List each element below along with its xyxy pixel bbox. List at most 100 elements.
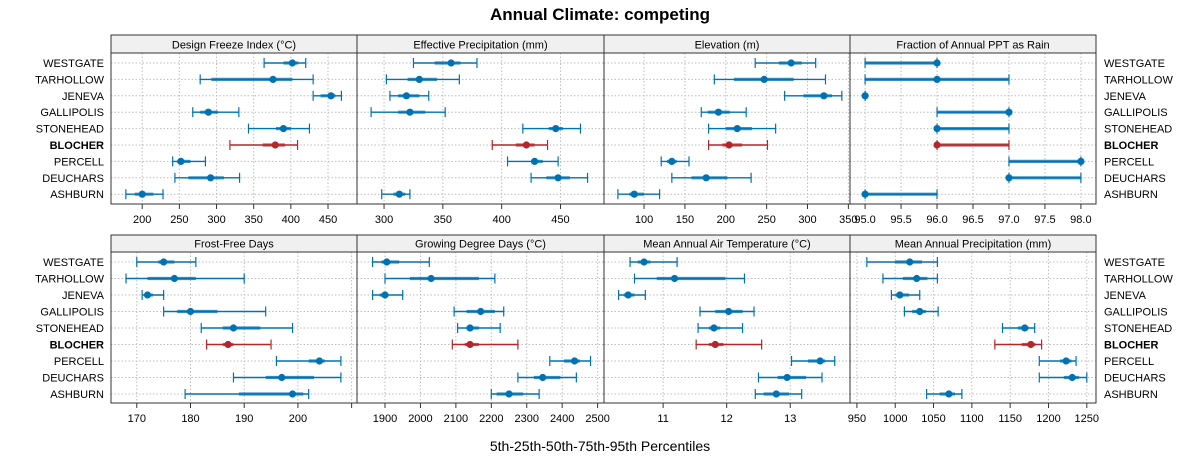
median-point [288,390,297,398]
median-point [466,324,474,332]
median-point [279,125,288,133]
x-tick-label: 1200 [1036,413,1060,425]
median-point [861,92,869,100]
x-tick-label: 2500 [585,413,609,425]
median-point [570,357,579,365]
median-point [415,75,423,83]
median-point [204,108,212,116]
x-tick-label: 2200 [479,413,503,425]
y-label-right: DEUCHARS [1104,173,1166,185]
y-label-left: JENEVA [62,290,105,302]
x-tick-label: 300 [375,214,393,226]
panel-2: Effective Precipitation (mm) 300 350 400 450 [356,34,605,226]
panel-7: Mean Annual Air Temperature (°C) 11 12 13 [603,234,851,425]
x-tick-label: 97.5 [1034,214,1055,226]
median-point [933,141,941,149]
x-tick-label: 200 [133,214,151,226]
y-label-right: BLOCHER [1104,140,1158,152]
x-tick-label: 98.0 [1070,214,1091,226]
y-label-left: TARHOLLOW [35,274,104,286]
y-label-left: STONEHEAD [36,124,104,136]
panel-strip-label: Elevation (m) [695,40,760,52]
median-point [229,324,238,332]
median-point [1068,373,1076,382]
y-label-left: ASHBURN [50,189,104,201]
median-point [783,373,791,382]
median-point [186,307,195,316]
x-tick-label: 2100 [444,413,468,425]
x-tick-label: 150 [676,214,694,226]
y-label-left: GALLIPOLIS [40,107,104,119]
median-point [466,340,474,349]
x-tick-label: 1000 [883,413,907,425]
median-point [1021,324,1029,332]
x-tick-label: 96.0 [926,214,947,226]
y-label-right: TARHOLLOW [1104,274,1173,286]
median-point [395,190,403,198]
median-point [206,174,215,182]
median-point [1005,174,1013,182]
median-point [552,125,560,133]
x-tick-label: 11 [657,413,668,425]
median-point [177,157,185,165]
y-label-right: DEUCHARS [1104,373,1166,385]
median-point [315,357,324,365]
y-label-right: STONEHEAD [1104,323,1172,335]
median-point [913,274,921,283]
median-point [1077,157,1085,165]
x-tick-label: 190 [235,413,253,425]
panel-5: Frost-Free Days 170 180 190 200 [110,234,358,425]
x-tick-label: 96.5 [962,214,983,226]
x-tick-label: 300 [798,214,816,226]
median-point [271,141,279,149]
x-tick-label: 350 [245,214,263,226]
median-point [787,59,795,67]
y-label-left: BLOCHER [50,140,104,152]
median-point [539,373,547,382]
median-point [772,390,780,398]
y-label-left: GALLIPOLIS [40,307,104,319]
x-tick-label: 13 [784,413,796,425]
x-tick-label: 250 [757,214,775,226]
median-point [933,125,941,133]
y-label-left: DEUCHARS [42,173,104,185]
x-tick-label: 95.5 [890,214,911,226]
median-point [383,258,391,266]
y-label-left: PERCELL [54,156,104,168]
median-point [896,291,904,299]
median-point [1062,357,1070,365]
x-tick-label: 100 [635,214,653,226]
median-point [945,390,953,398]
median-point [711,340,719,349]
y-label-right: GALLIPOLIS [1104,107,1168,119]
median-point [278,373,286,382]
median-point [554,174,562,182]
y-label-left: BLOCHER [50,340,104,352]
median-point [406,108,414,116]
x-tick-label: 200 [289,413,307,425]
x-tick-label: 2400 [550,413,574,425]
y-label-right: WESTGATE [1104,58,1165,70]
x-tick-label: 1100 [960,413,984,425]
median-point [933,75,941,83]
median-point [170,274,178,283]
y-label-right: ASHBURN [1104,189,1158,201]
y-label-left: STONEHEAD [36,323,104,335]
median-point [531,157,539,165]
median-point [381,291,389,299]
median-point [1005,108,1013,116]
median-point [143,291,152,299]
median-point [820,92,828,100]
x-tick-label: 450 [319,214,337,226]
x-tick-label: 95.0 [854,214,875,226]
panel-strip-label: Effective Precipitation (mm) [413,40,547,52]
median-point [933,59,941,67]
median-point [906,258,914,266]
x-tick-label: 400 [492,214,510,226]
panel-4: Fraction of Annual PPT as Rain 95.0 95.5 96… [849,34,1097,226]
x-tick-label: 2300 [515,413,539,425]
panel-strip-label: Frost-Free Days [194,239,274,251]
median-point [733,125,741,133]
median-point [702,174,710,182]
median-point [477,307,485,316]
